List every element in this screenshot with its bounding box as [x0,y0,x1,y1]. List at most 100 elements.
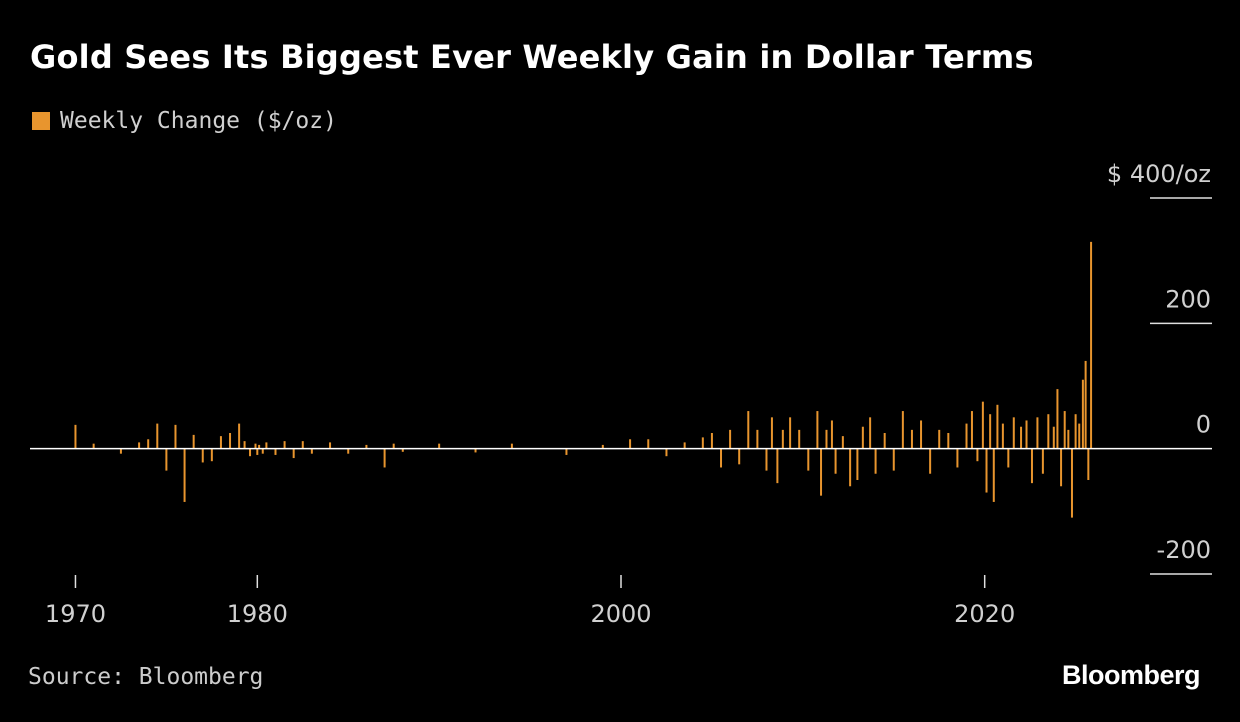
weekly-change-bar [701,437,704,449]
weekly-change-bar [274,448,277,455]
weekly-change-bar [856,448,859,480]
weekly-change-bar [238,423,241,449]
weekly-change-bar [438,443,441,449]
weekly-change-bar [938,429,941,449]
weekly-change-bar [976,448,979,462]
weekly-change-bar [970,411,973,449]
weekly-change-bar [119,448,122,454]
weekly-change-bar [301,441,304,449]
weekly-change-bar [729,429,732,449]
weekly-change-bar [1036,417,1039,449]
weekly-change-bar [965,423,968,449]
weekly-change-bar [765,448,768,471]
weekly-change-bar [647,439,650,449]
y-tick-label: 0 [1196,411,1211,439]
weekly-change-bar [910,429,913,449]
y-tick-label: 200 [1165,285,1211,313]
weekly-change-bar [738,448,741,465]
weekly-change-bar [254,443,257,449]
weekly-change-bar [156,423,159,449]
x-axis: 1970 1980 2000 2020 [45,575,1015,628]
weekly-change-bar [258,444,261,449]
weekly-change-bar [210,448,213,462]
weekly-change-bar [243,441,246,449]
weekly-change-bar [849,448,852,487]
weekly-change-bar [183,448,186,502]
weekly-change-bar [510,443,513,449]
weekly-change-bar [981,401,984,449]
source-note: Source: Bloomberg [28,664,264,690]
x-tick-label: 1980 [227,600,288,628]
weekly-change-bar [1052,426,1055,449]
legend-label: Weekly Change ($/oz) [60,108,337,134]
weekly-change-bar [874,448,877,474]
weekly-change-bar [1078,423,1081,449]
weekly-change-bar [347,448,350,454]
weekly-change-bar [1090,241,1093,449]
weekly-change-bar [383,448,386,468]
x-tick-label: 2020 [954,600,1015,628]
weekly-change-bar [747,411,750,449]
weekly-change-bar [365,444,368,449]
weekly-change-bar [992,448,995,502]
x-tick-label: 1970 [45,600,106,628]
weekly-change-bar [798,429,801,449]
weekly-change-bar [720,448,723,468]
weekly-change-bar [985,448,988,493]
weekly-change-bar [781,429,784,449]
weekly-change-bar [1007,448,1010,468]
weekly-change-bar [861,426,864,449]
weekly-change-bar [816,411,819,449]
weekly-change-bar [956,448,959,468]
y-tick-label: -200 [1157,536,1211,564]
weekly-change-bar [1012,417,1015,449]
weekly-change-bar [629,439,632,449]
weekly-change-bar [920,420,923,449]
weekly-change-bar [219,436,222,449]
weekly-change-bar [249,448,252,457]
weekly-change-bar [1060,448,1063,487]
weekly-change-bar [474,448,477,453]
weekly-change-bar [256,448,259,455]
weekly-change-bar [1084,360,1087,449]
weekly-change-bar [929,448,932,474]
y-gridlines [1150,197,1212,575]
weekly-change-bar [174,424,177,449]
weekly-change-bar [825,429,828,449]
bloomberg-logo: Bloomberg [1061,660,1201,690]
weekly-change-bar [401,448,404,452]
weekly-change-bar [283,441,286,449]
weekly-change-bar [770,417,773,449]
y-tick-label: $ 400/oz [1107,160,1211,188]
weekly-change-bar [776,448,779,484]
bar-series [74,241,1093,518]
weekly-change-bar [996,404,999,449]
weekly-change-bar [74,424,77,449]
weekly-change-bar [1001,423,1004,449]
weekly-change-bar [165,448,168,471]
weekly-change-bar [807,448,810,471]
weekly-change-bar [830,420,833,449]
weekly-change-bar [392,443,395,449]
weekly-change-bar [1074,414,1077,449]
weekly-change-bar [1056,389,1059,449]
weekly-change-bar [883,433,886,449]
weekly-change-bar [601,444,604,449]
weekly-change-bar [329,442,332,449]
weekly-change-bar [1081,379,1084,449]
weekly-change-bar [1087,448,1090,480]
weekly-change-bar [901,411,904,449]
y-tick-labels: $ 400/oz 200 0 -200 [1107,160,1211,564]
weekly-change-bar [820,448,823,496]
weekly-change-bar [989,414,992,449]
weekly-change-bar [892,448,895,471]
weekly-change-bar [683,442,686,449]
weekly-change-bar [1067,429,1070,449]
weekly-change-bar [789,417,792,449]
weekly-change-bar [1020,426,1023,449]
weekly-change-bar [947,433,950,449]
weekly-change-bar [710,433,713,449]
legend: Weekly Change ($/oz) [32,108,337,134]
weekly-change-bar [834,448,837,474]
